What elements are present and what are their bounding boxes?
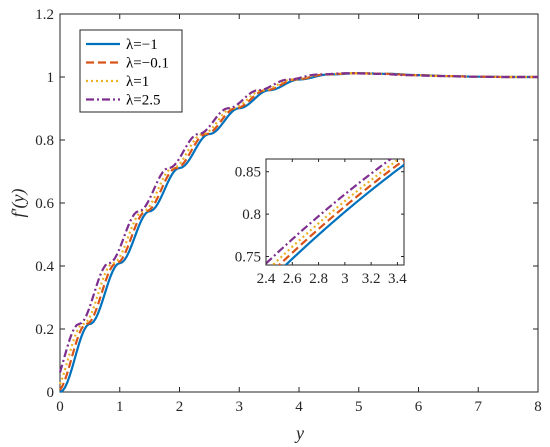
y-tick-label: 0.2 xyxy=(35,322,54,338)
inset-y-tick-label: 0.85 xyxy=(235,165,261,181)
series-line-3 xyxy=(58,72,538,373)
y-tick-label: 0 xyxy=(47,385,55,401)
x-tick-label: 7 xyxy=(475,399,483,415)
legend-entry-label: λ=2.5 xyxy=(126,93,160,109)
y-tick-label: 1 xyxy=(47,70,55,86)
x-tick-label: 0 xyxy=(56,399,64,415)
legend-entry-label: λ=−0.1 xyxy=(126,56,169,72)
inset-series-lines xyxy=(266,159,404,265)
y-tick-label: 0.4 xyxy=(35,259,54,275)
x-tick-label: 8 xyxy=(534,399,542,415)
inset-x-tick-label: 2.8 xyxy=(309,271,328,287)
x-axis-label: y xyxy=(294,423,304,443)
x-tick-label: 6 xyxy=(415,399,423,415)
inset-series-line-2 xyxy=(271,159,401,265)
legend-entry-label: λ=−1 xyxy=(126,37,158,53)
legend: λ=−1 λ=−0.1 λ=1 λ=2.5 xyxy=(79,29,183,113)
inset-series-line-1 xyxy=(277,159,404,265)
y-tick-label: 0.6 xyxy=(35,196,54,212)
y-tick-label: 0.8 xyxy=(35,133,54,149)
inset-x-tick-label: 2.4 xyxy=(257,271,276,287)
inset-y-tick-label: 0.75 xyxy=(235,250,261,266)
inset-zoom-panel: 2.4 2.6 2.8 3 3.2 3.4 0.75 0.8 0.85 xyxy=(235,158,407,287)
main-series-lines xyxy=(58,72,538,394)
y-tick-label: 1.2 xyxy=(35,7,54,23)
x-tick-label: 3 xyxy=(236,399,244,415)
inset-x-tick-label: 3.2 xyxy=(362,271,381,287)
inset-series-line-0 xyxy=(284,164,404,265)
inset-x-tick-label: 2.6 xyxy=(283,271,302,287)
y-axis-label: f′(y) xyxy=(8,189,29,218)
inset-y-tick-label: 0.8 xyxy=(242,207,261,223)
legend-entry-label: λ=1 xyxy=(126,74,149,90)
x-tick-label: 1 xyxy=(116,399,124,415)
x-tick-label: 5 xyxy=(355,399,363,415)
inset-x-tick-label: 3.4 xyxy=(388,271,407,287)
main-ticks: 0 1 2 3 4 5 6 7 8 0 0.2 0.4 0.6 0.8 1 1.2 xyxy=(35,7,542,415)
inset-x-tick-label: 3 xyxy=(341,271,349,287)
x-tick-label: 4 xyxy=(295,399,303,415)
inset-series-line-3 xyxy=(266,159,393,265)
x-tick-label: 2 xyxy=(176,399,184,415)
inset-plot-area xyxy=(265,158,405,266)
